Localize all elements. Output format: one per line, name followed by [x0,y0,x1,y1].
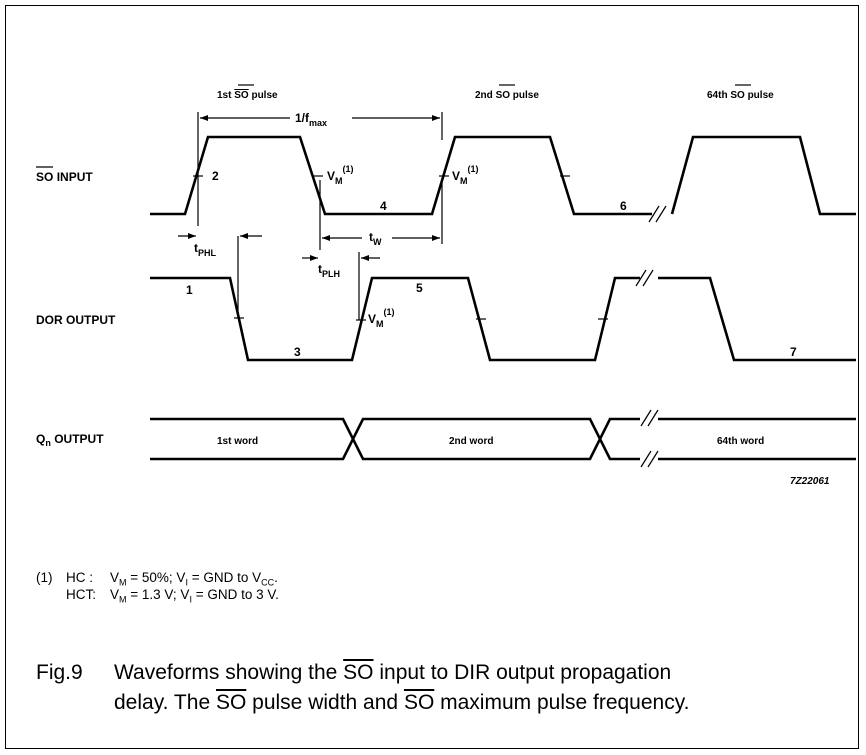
tw-arrowhead-right [432,235,440,241]
dor-output-waveform-b [658,276,856,362]
caption-line-2: delay. The SO pulse width and SO maximum… [114,691,690,714]
fmax-arrowhead-right [432,115,440,121]
caption-label: Fig.9 [36,661,83,684]
marker-7: 7 [790,345,797,359]
pulse-label-3: 64th SO pulse [707,90,774,101]
vm-label-so-1: VM(1) [327,164,354,186]
tplh-label: tPLH [318,262,340,279]
pulse-label-1: 1st SO pulse [217,90,278,101]
marker-5: 5 [416,281,423,295]
tw-arrowhead-left [322,235,330,241]
tphl-arrowhead-right [240,233,248,239]
vm-label-dor: VM(1) [368,307,395,329]
dor-output-label: DOR OUTPUT [36,313,116,327]
dor-break-mark-1 [635,269,647,287]
tw-label: tW [369,230,382,247]
marker-2: 2 [212,169,219,183]
fmax-label: 1/fmax [295,111,327,128]
dor-output-waveform-a [150,276,640,362]
tplh-arrowhead-right [361,255,369,261]
so-input-label: SO INPUT [36,170,93,184]
qn-break-top-2 [647,409,659,427]
qn-bus-bottom [150,417,640,461]
dor-break-mark-2 [642,269,654,287]
note-hct-text: VM = 1.3 V; VI = GND to 3 V. [110,587,279,605]
tplh-arrowhead-left [310,255,318,261]
figure-id: 7Z22061 [790,476,830,487]
note-hc-text: VM = 50%; VI = GND to VCC. [110,570,278,588]
qn-output-label: Qn OUTPUT [36,432,104,448]
fmax-arrowhead-left [200,115,208,121]
vm-label-so-2: VM(1) [452,164,479,186]
marker-6: 6 [620,199,627,213]
pulse-label-2: 2nd SO pulse [475,90,539,101]
qn-break-bot-2 [647,450,659,468]
word-label-3: 64th word [717,436,764,447]
qn-break-bot-1 [640,450,652,468]
word-label-1: 1st word [217,436,258,447]
caption-line-1: Waveforms showing the SO input to DIR ou… [114,661,672,684]
so-input-waveform-a [150,135,652,216]
qn-bus-top [150,417,640,461]
marker-3: 3 [294,345,301,359]
marker-1: 1 [186,283,193,297]
so-break-mark-2 [655,205,667,223]
note-hct-tag: HCT: [66,587,96,602]
marker-4: 4 [380,199,387,213]
tphl-label: tPHL [194,241,217,258]
note-number: (1) [36,570,53,585]
word-label-2: 2nd word [449,436,493,447]
so-input-waveform-b [670,135,856,216]
so-break-mark-1 [648,205,660,223]
tphl-arrowhead-left [188,233,196,239]
note-hc-tag: HC : [66,570,93,585]
qn-break-top-1 [640,409,652,427]
figure-frame [5,5,859,749]
